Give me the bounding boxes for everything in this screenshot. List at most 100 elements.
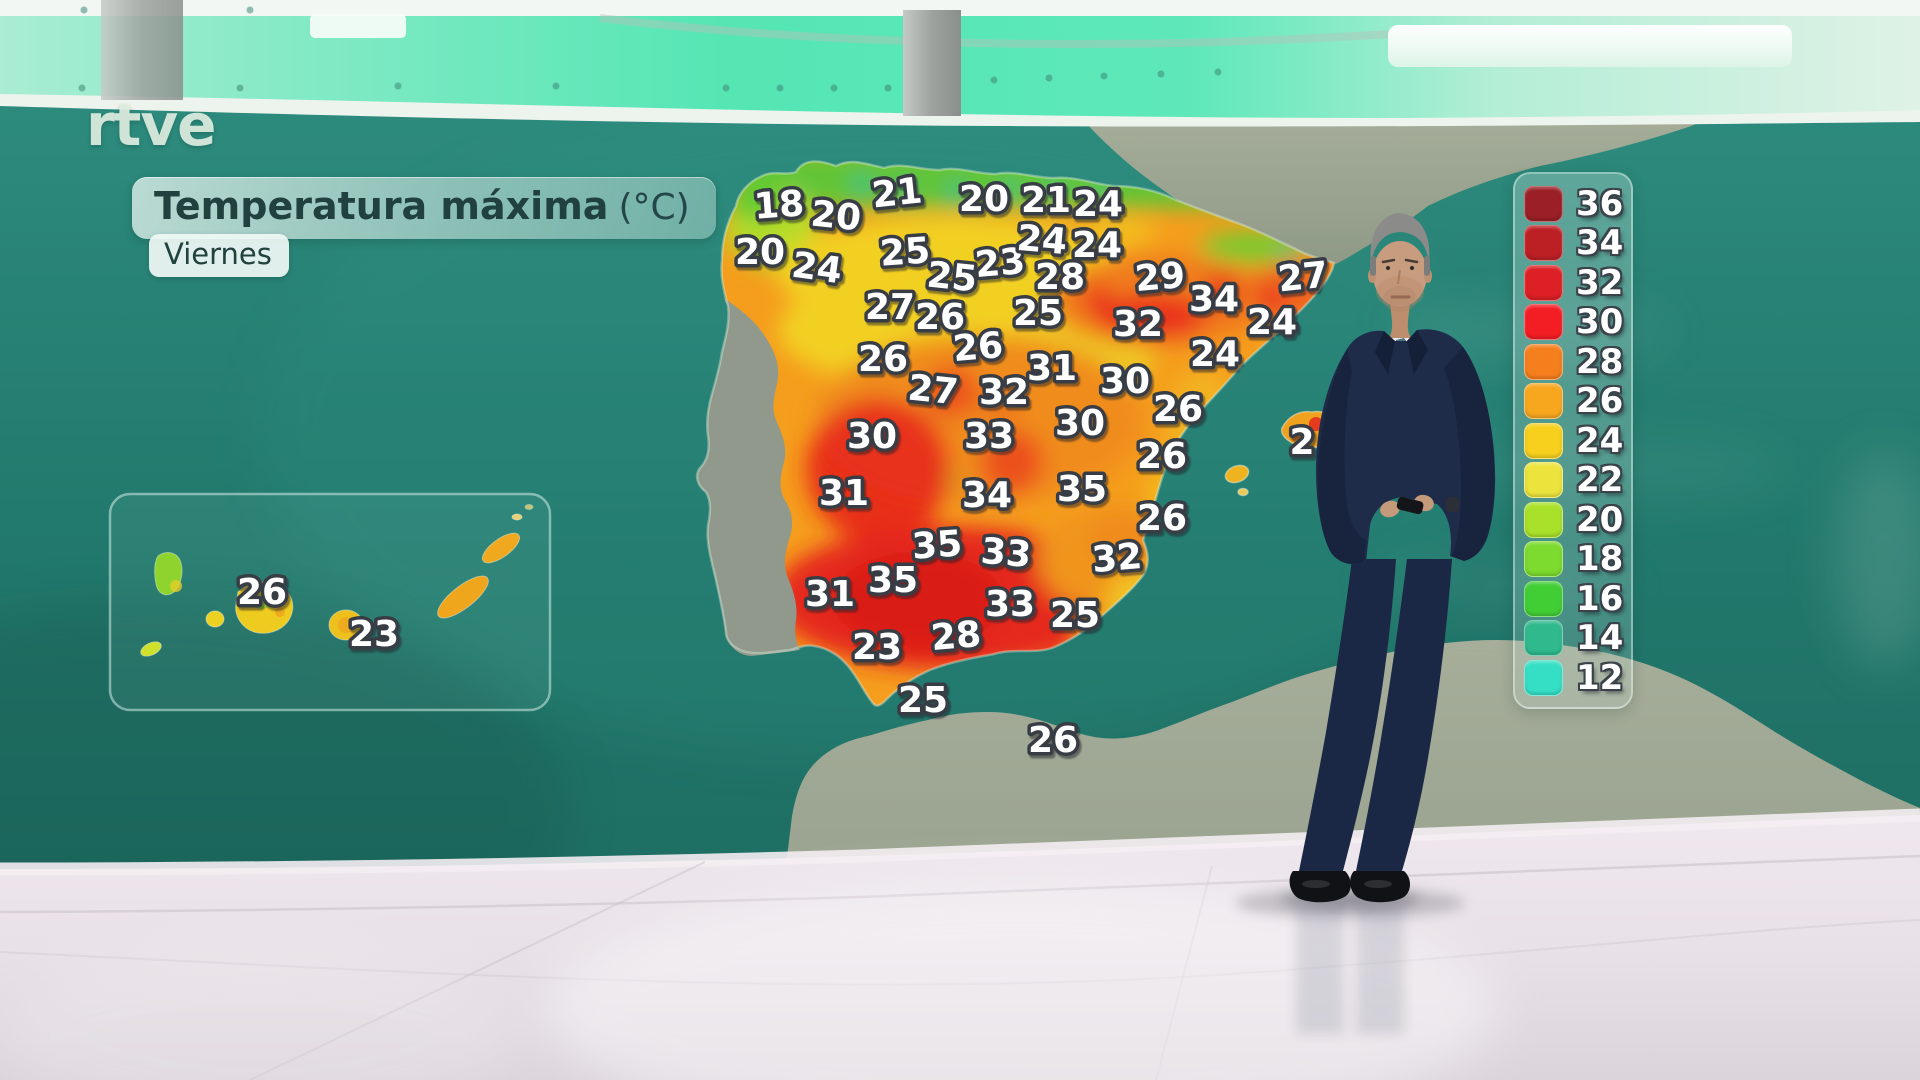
legend-row: 30 — [1524, 304, 1623, 340]
day-badge: Viernes — [149, 234, 289, 277]
legend-swatch — [1524, 620, 1563, 656]
title-badge: Temperatura máxima (°C) — [132, 177, 716, 239]
presenter-shoe — [1289, 871, 1351, 903]
legend-swatch — [1524, 580, 1563, 617]
temp-label: 33 — [979, 531, 1032, 576]
legend-value: 34 — [1576, 223, 1624, 263]
legend-value: 26 — [1576, 381, 1624, 421]
legend-value: 22 — [1576, 460, 1624, 500]
temp-label: 32 — [1113, 304, 1163, 345]
legend-value: 12 — [1576, 657, 1624, 698]
temp-label: 27 — [906, 367, 960, 413]
temp-label: 2 — [1289, 422, 1314, 463]
temp-label: 28 — [1035, 257, 1085, 298]
temp-label: 24 — [1015, 218, 1068, 263]
legend-swatch — [1524, 383, 1563, 419]
temp-label: 20 — [809, 193, 863, 239]
presenter-watch — [1446, 497, 1459, 512]
title-unit: (°C) — [618, 187, 690, 228]
legend-swatch — [1524, 659, 1563, 696]
temp-label: 21 — [870, 170, 924, 216]
temp-label: 34 — [962, 475, 1012, 516]
legend-row: 16 — [1524, 580, 1623, 617]
temp-label: 29 — [1133, 255, 1186, 300]
temp-label: 24 — [789, 245, 844, 293]
temp-label: 30 — [1100, 361, 1150, 402]
wall-top-trim — [0, 94, 1920, 127]
legend-value: 36 — [1576, 183, 1624, 224]
presenter-leg — [1299, 559, 1396, 871]
temp-label: 31 — [819, 473, 869, 514]
legend-swatch — [1524, 225, 1563, 261]
legend-value: 20 — [1576, 499, 1624, 540]
temp-label: 28 — [929, 614, 982, 659]
legend-row: 22 — [1524, 460, 1624, 500]
presenter-lapel — [1375, 331, 1395, 374]
presenter-reflection — [1296, 904, 1404, 1034]
legend-row: 18 — [1524, 541, 1623, 577]
legend-row: 32 — [1524, 262, 1624, 303]
legend-row: 20 — [1524, 499, 1624, 540]
floor-baseboard — [0, 808, 1920, 876]
rtve-logo: rtve — [86, 91, 216, 159]
temp-label: 23 — [349, 614, 399, 655]
legend-value: 28 — [1576, 341, 1624, 382]
temp-label: 24 — [1072, 225, 1122, 266]
presenter-lapel — [1407, 330, 1428, 374]
temp-label: 35 — [868, 560, 918, 601]
legend-row: 36 — [1524, 183, 1624, 224]
presenter — [1235, 213, 1496, 918]
legend-swatch — [1524, 541, 1563, 577]
temperature-legend: 36 34 32 30 28 26 24 22 20 18 16 14 12 — [1513, 172, 1633, 709]
temp-label: 25 — [1013, 293, 1063, 334]
temp-label: 32 — [979, 372, 1029, 413]
left-strut — [101, 0, 183, 100]
temp-label: 26 — [1028, 720, 1078, 761]
temp-label: 23 — [973, 241, 1026, 286]
temp-label: 24 — [1247, 302, 1297, 343]
rivet-dots — [78, 6, 1222, 92]
presenter-shoe — [1350, 871, 1410, 903]
temp-label: 30 — [847, 416, 897, 457]
legend-swatch — [1524, 462, 1563, 498]
temp-label: 26 — [915, 297, 965, 338]
temp-label: 24 — [1073, 184, 1123, 225]
presenter-leg — [1356, 559, 1452, 871]
temp-label: 26 — [1137, 498, 1187, 539]
legend-value: 32 — [1576, 262, 1624, 303]
temp-label: 30 — [1055, 403, 1105, 444]
temp-label: 26 — [237, 572, 287, 613]
legend-row: 28 — [1524, 341, 1624, 382]
legend-row: 14 — [1524, 620, 1623, 656]
temp-label: 34 — [1189, 279, 1239, 320]
legend-swatch — [1524, 304, 1563, 340]
presenter-neck — [1389, 304, 1411, 338]
ceiling-band — [0, 0, 1920, 127]
temp-label: 31 — [805, 574, 855, 615]
temp-label: 27 — [1276, 254, 1330, 300]
temp-label: 23 — [852, 627, 902, 668]
temp-label: 26 — [1153, 389, 1203, 430]
map-land-france — [1076, 112, 1720, 264]
temp-label: 25 — [879, 230, 932, 274]
temp-label: 25 — [898, 680, 948, 721]
temp-label: 25 — [925, 254, 979, 300]
legend-swatch — [1524, 185, 1563, 222]
temp-label: 27 — [865, 287, 915, 328]
map-land-portugal — [697, 298, 800, 656]
temp-label: 25 — [1050, 595, 1100, 636]
temp-label: 35 — [911, 523, 964, 567]
legend-row: 12 — [1524, 657, 1624, 698]
top-right-light-bar — [1388, 25, 1792, 67]
presenter-hair — [1370, 213, 1430, 264]
iberia-coastline — [695, 160, 1336, 707]
legend-swatch — [1524, 501, 1563, 538]
presenter-clicker — [1396, 496, 1424, 515]
center-strut — [903, 10, 961, 116]
legend-swatch — [1524, 422, 1563, 459]
temp-label: 21 — [1021, 180, 1071, 221]
temp-label: 20 — [735, 232, 785, 273]
